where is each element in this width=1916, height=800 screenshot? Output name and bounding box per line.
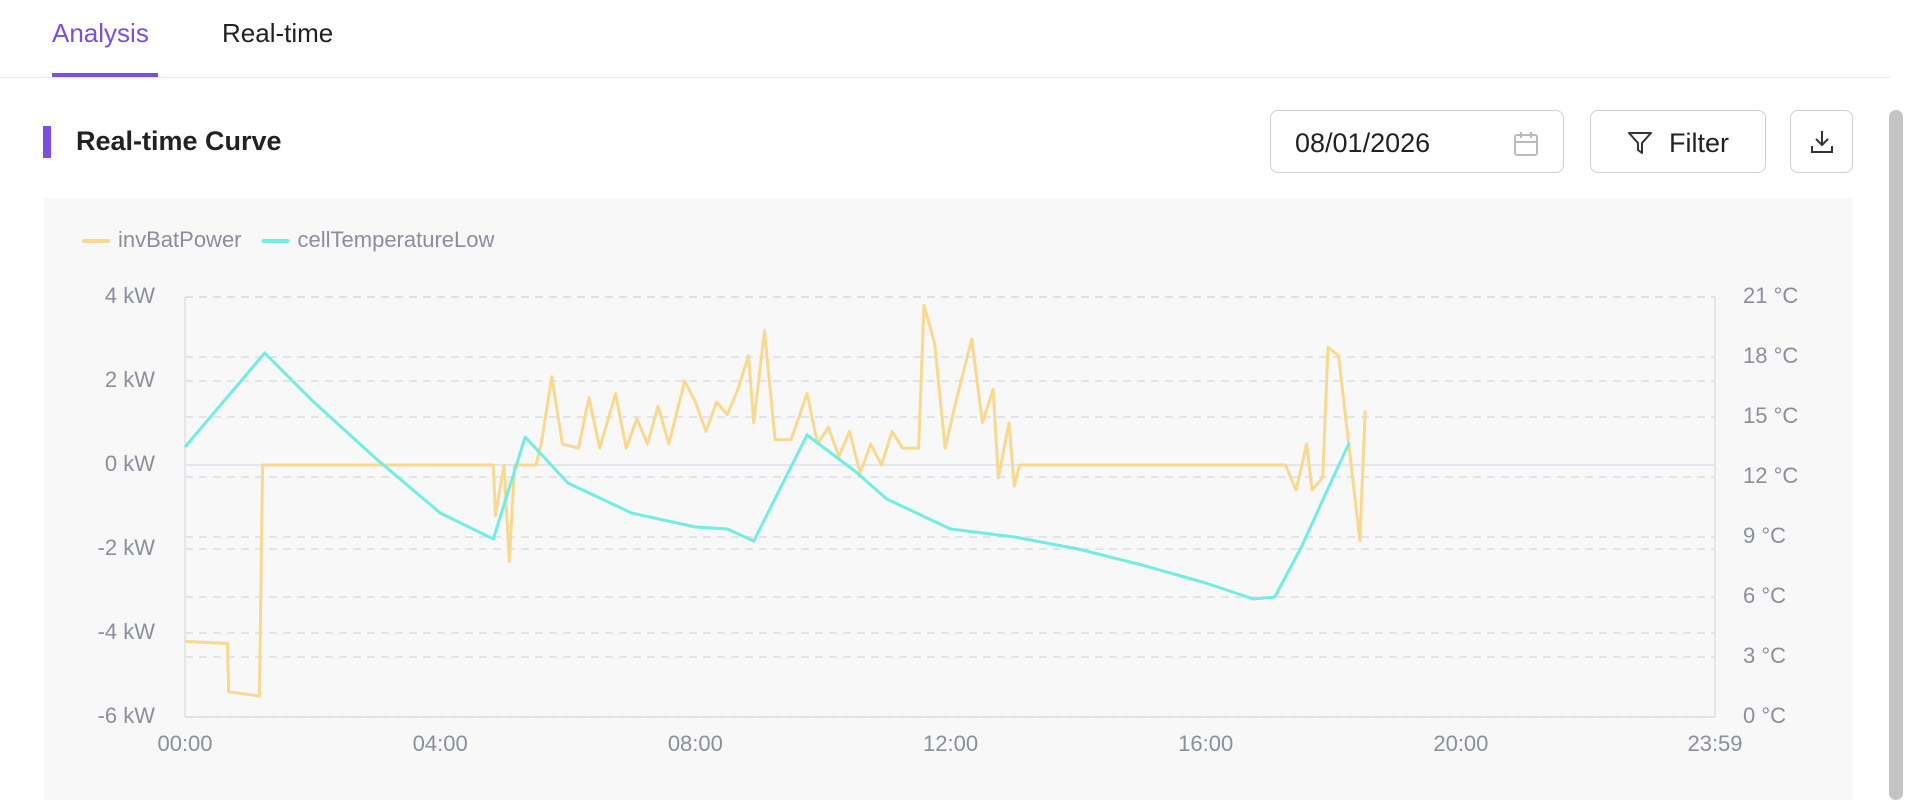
filter-button[interactable]: Filter [1590,110,1766,173]
y-tick-label: -4 kW [98,619,156,644]
x-tick-label: 08:00 [668,731,723,756]
legend-label: invBatPower [118,227,242,252]
y2-tick-label: 12 °C [1743,463,1798,488]
y2-tick-label: 0 °C [1743,703,1786,728]
chart: -6 kW -4 kW -2 kW 0 kW 2 kW 4 kW 0 °C 3 °C 6 °C 9… [44,198,1853,800]
x-tick-label: 12:00 [923,731,978,756]
filter-label: Filter [1669,128,1729,158]
x-tick-label: 16:00 [1178,731,1233,756]
chart-background [44,198,1853,800]
x-tick-label: 23:59 [1687,731,1742,756]
tab[interactable]: Analysis [52,18,149,48]
y-tick-label: 0 kW [105,451,155,476]
y2-tick-label: 3 °C [1743,643,1786,668]
date-value: 08/01/2026 [1295,128,1431,158]
y-tick-label: -2 kW [98,535,156,560]
x-tick-label: 20:00 [1433,731,1488,756]
section-title: Real-time Curve [76,126,282,156]
y2-tick-label: 18 °C [1743,343,1798,368]
tab-bar [0,0,1890,78]
series-line [184,303,1367,698]
download-button[interactable] [1790,110,1853,173]
download-icon [1811,131,1833,153]
tab[interactable]: Real-time [222,18,334,48]
y-tick-label: 2 kW [105,367,155,392]
y-tick-label: -6 kW [98,703,156,728]
y2-tick-label: 15 °C [1743,403,1798,428]
series-line [183,351,1351,601]
y2-tick-label: 9 °C [1743,523,1786,548]
tab-indicator [52,73,158,77]
filter-icon [1628,132,1652,154]
y2-tick-label: 6 °C [1743,583,1786,608]
title-marker [43,126,51,158]
x-tick-label: 00:00 [157,731,212,756]
date-picker[interactable]: 08/01/2026 [1270,110,1564,173]
y-tick-label: 4 kW [105,283,155,308]
x-tick-label: 04:00 [413,731,468,756]
y2-tick-label: 21 °C [1743,283,1798,308]
legend-label: cellTemperatureLow [298,227,495,252]
scrollbar[interactable] [1889,110,1903,800]
calendar-icon [1514,132,1538,156]
